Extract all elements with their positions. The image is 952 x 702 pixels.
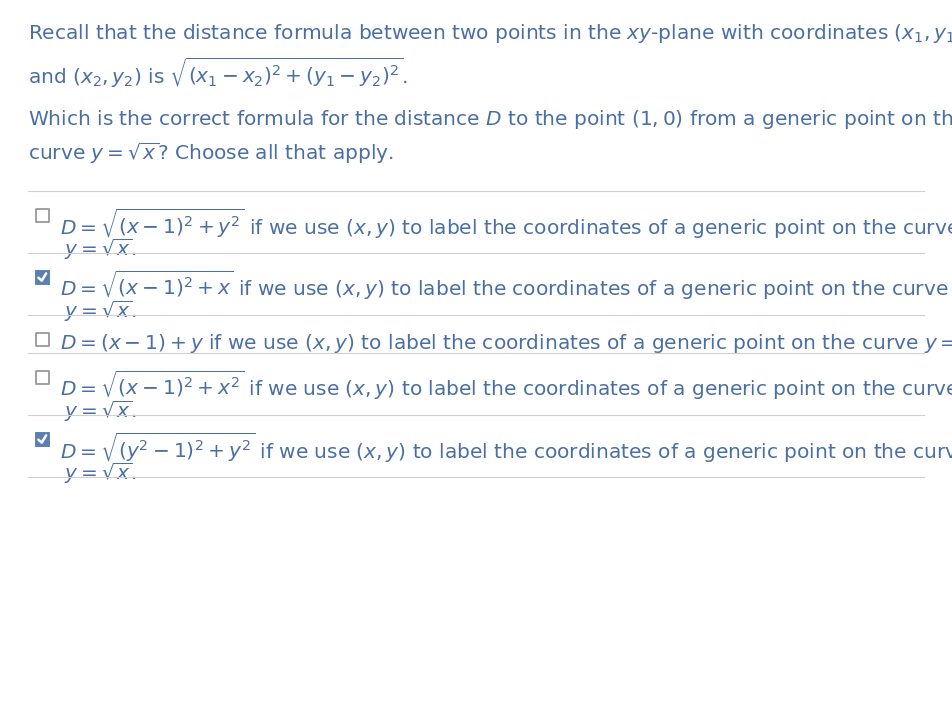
- Text: $D = \sqrt{(x-1)^2 + x^2}$ if we use $(x, y)$ to label the coordinates of a gene: $D = \sqrt{(x-1)^2 + x^2}$ if we use $(x…: [60, 369, 952, 402]
- Text: $y = \sqrt{x}$.: $y = \sqrt{x}$.: [64, 399, 137, 424]
- Text: Recall that the distance formula between two points in the $xy$-plane with coord: Recall that the distance formula between…: [28, 22, 952, 45]
- Text: $D = \sqrt{(x-1)^2 + x}$ if we use $(x, y)$ to label the coordinates of a generi: $D = \sqrt{(x-1)^2 + x}$ if we use $(x, …: [60, 269, 948, 302]
- Text: $D = (x-1) + y$ if we use $(x, y)$ to label the coordinates of a generic point o: $D = (x-1) + y$ if we use $(x, y)$ to la…: [60, 331, 952, 356]
- Bar: [35, 270, 49, 284]
- Bar: [35, 432, 49, 446]
- Bar: [35, 208, 49, 222]
- Text: $y = \sqrt{x}$.: $y = \sqrt{x}$.: [64, 237, 137, 263]
- Bar: [35, 270, 49, 284]
- Text: and $(x_2, y_2)$ is $\sqrt{(x_1 - x_2)^2 + (y_1 - y_2)^2}$.: and $(x_2, y_2)$ is $\sqrt{(x_1 - x_2)^2…: [28, 56, 407, 91]
- Text: $D = \sqrt{(x-1)^2 + y^2}$ if we use $(x, y)$ to label the coordinates of a gene: $D = \sqrt{(x-1)^2 + y^2}$ if we use $(x…: [60, 207, 952, 241]
- Text: $y = \sqrt{x}$.: $y = \sqrt{x}$.: [64, 461, 137, 486]
- Text: $D = \sqrt{(y^2-1)^2 + y^2}$ if we use $(x, y)$ to label the coordinates of a ge: $D = \sqrt{(y^2-1)^2 + y^2}$ if we use $…: [60, 431, 952, 465]
- Bar: [35, 371, 49, 383]
- Text: curve $y = \sqrt{x}$? Choose all that apply.: curve $y = \sqrt{x}$? Choose all that ap…: [28, 141, 394, 166]
- Text: $y = \sqrt{x}$.: $y = \sqrt{x}$.: [64, 299, 137, 324]
- Text: Which is the correct formula for the distance $D$ to the point $(1, 0)$ from a g: Which is the correct formula for the dis…: [28, 108, 952, 131]
- Bar: [35, 432, 49, 446]
- Bar: [35, 333, 49, 345]
